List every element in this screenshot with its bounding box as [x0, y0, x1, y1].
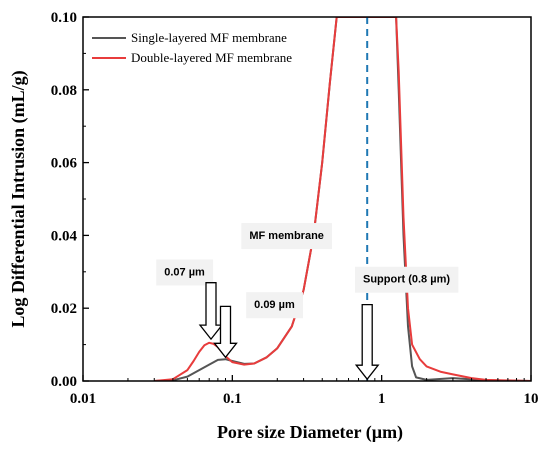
annotation-text-3: Support (0.8 µm) [363, 274, 450, 286]
series-line-1 [154, 17, 531, 381]
y-tick-label-1: 0.02 [51, 301, 77, 317]
x-axis-title: Pore size Diameter (µm) [217, 422, 403, 443]
y-tick-label-2: 0.04 [51, 228, 78, 244]
annotation-text-1: 0.07 µm [164, 266, 205, 278]
annotation-box-3 [355, 266, 459, 293]
y-tick-label-4: 0.08 [51, 83, 77, 99]
y-axis-title: Log Differential Intrusion (mL/g) [8, 70, 29, 327]
legend: Single-layered MF membrane Double-layere… [92, 30, 292, 65]
annotation-0: MF membrane [241, 223, 332, 250]
annotation-text-2: 0.09 µm [254, 299, 295, 311]
annotation-box-2 [246, 292, 303, 319]
annotation-2: 0.09 µm [246, 292, 303, 319]
annotation-text-0: MF membrane [249, 230, 324, 242]
y-tick-label-0: 0.00 [51, 374, 77, 390]
down-arrow-0 [198, 282, 224, 341]
y-tick-label-5: 0.10 [51, 10, 77, 26]
x-tick-label-3: 10 [524, 391, 539, 407]
plot-frame [82, 16, 532, 382]
x-tick-label-1: 0.1 [223, 391, 242, 407]
x-tick-label-2: 1 [378, 391, 386, 407]
down-arrow-2 [354, 303, 380, 381]
legend-label-double: Double-layered MF membrane [131, 50, 292, 65]
annotation-box-1 [156, 259, 214, 286]
annotation-box-0 [241, 223, 332, 250]
annotation-3: Support (0.8 µm) [355, 266, 459, 293]
x-tick-label-0: 0.01 [70, 391, 96, 407]
down-arrow-1 [213, 305, 238, 359]
legend-label-single: Single-layered MF membrane [131, 30, 287, 45]
y-tick-label-3: 0.06 [51, 156, 78, 172]
annotation-1: 0.07 µm [156, 259, 214, 286]
